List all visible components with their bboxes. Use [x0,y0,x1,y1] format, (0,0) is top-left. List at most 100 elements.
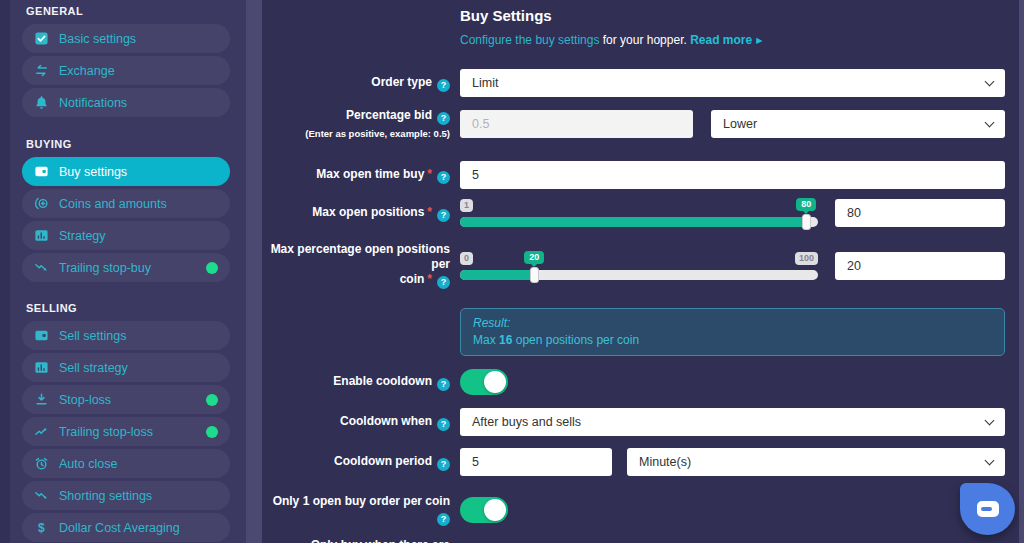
page-title: Buy Settings [460,6,1019,26]
sidebar-scrollbar[interactable] [246,0,262,543]
chevron-down-icon [985,117,995,127]
result-row: Result: Max 16 open positions per coin [262,308,1019,356]
max-pct-open-positions-row: Max percentage open positions per coin*?… [262,242,1019,289]
slider-min-badge: 1 [460,199,473,212]
exchange-arrows-icon [34,63,49,78]
max-pct-open-positions-slider[interactable]: 0 100 20 [460,252,818,280]
cooldown-period-row: Cooldown period? Minute(s) [262,448,1019,476]
max-open-positions-input[interactable] [835,199,1005,227]
cooldown-when-value: After buys and sells [472,415,581,429]
slider-track[interactable] [460,270,818,280]
help-icon[interactable]: ? [437,276,450,289]
checkbox-icon [34,31,49,46]
sidebar-item-label: Trailing stop-buy [59,261,151,275]
sidebar-item-buy-settings[interactable]: Buy settings [22,157,230,186]
sidebar-item-basic-settings[interactable]: Basic settings [22,24,230,53]
only-one-order-toggle[interactable] [460,497,508,523]
only-positive-pairs-row: Only buy when there are positive pairs? [262,538,1019,543]
cooldown-period-input[interactable] [460,448,612,476]
max-open-positions-slider[interactable]: 1 80 [460,199,818,227]
sidebar-item-label: Dollar Cost Averaging [59,521,180,535]
max-open-time-buy-input[interactable] [460,161,1005,189]
chat-launcher-button[interactable] [960,483,1015,535]
percentage-bid-input[interactable] [460,110,693,138]
status-dot [206,262,218,274]
slider-track[interactable] [460,217,818,227]
only-positive-pairs-label: Only buy when there are positive pairs? [262,538,460,543]
help-icon[interactable]: ? [437,209,450,222]
help-icon[interactable]: ? [437,171,450,184]
sidebar-item-label: Buy settings [59,165,127,179]
help-icon[interactable]: ? [437,513,450,526]
sidebar-item-exchange[interactable]: Exchange [22,56,230,85]
help-icon[interactable]: ? [437,378,450,391]
order-type-value: Limit [472,76,498,90]
sidebar-item-stop-loss[interactable]: Stop-loss [22,385,230,414]
slider-value-badge: 20 [524,251,544,264]
read-more-link[interactable]: Read more [690,33,752,47]
sidebar-item-notifications[interactable]: Notifications [22,88,230,117]
status-dot [206,426,218,438]
slider-handle[interactable] [530,267,539,283]
sidebar-item-label: Auto close [59,457,117,471]
sidebar-item-strategy[interactable]: Strategy [22,221,230,250]
sidebar-item-label: Shorting settings [59,489,152,503]
sidebar-item-label: Sell settings [59,329,126,343]
result-value: 16 [499,333,512,347]
help-icon[interactable]: ? [437,418,450,431]
only-one-order-label: Only 1 open buy order per coin? [262,494,460,526]
chevron-down-icon [985,77,995,87]
help-icon[interactable]: ? [437,112,450,125]
slider-handle[interactable] [802,214,811,230]
sidebar-item-dollar-cost-averaging[interactable]: $ Dollar Cost Averaging [22,513,230,542]
cooldown-when-select[interactable]: After buys and sells [460,408,1005,436]
required-marker: * [427,272,432,286]
sidebar-item-coins-and-amounts[interactable]: Coins and amounts [22,189,230,218]
sidebar-item-label: Stop-loss [59,393,111,407]
help-icon[interactable]: ? [437,458,450,471]
slider-max-badge: 100 [795,252,818,265]
cooldown-when-row: Cooldown when? After buys and sells [262,408,1019,436]
slider-value-badge: 80 [796,198,816,211]
percentage-bid-label: Percentage bid? (Enter as positive, exam… [262,108,460,139]
order-type-label: Order type? [262,75,460,92]
sidebar-item-trailing-stop-buy[interactable]: Trailing stop-buy [22,253,230,282]
toggle-knob [484,499,506,521]
slider-fill [460,217,807,227]
help-icon[interactable]: ? [437,79,450,92]
chevron-down-icon [985,456,995,466]
sidebar-item-label: Strategy [59,229,106,243]
max-pct-open-positions-input[interactable] [835,252,1005,280]
max-open-positions-label: Max open positions*? [262,205,460,222]
order-type-row: Order type? Limit [262,69,1019,97]
buy-settings-panel: Buy Settings Configure the buy settings … [262,0,1019,543]
cooldown-when-label: Cooldown when? [262,414,460,431]
max-open-time-buy-row: Max open time buy*? [262,161,1019,189]
sidebar-item-sell-strategy[interactable]: Sell strategy [22,353,230,382]
max-pct-open-positions-label: Max percentage open positions per coin*? [262,242,460,289]
percentage-bid-direction-value: Lower [723,117,757,131]
sidebar-section-selling: SELLING [26,301,246,315]
status-dot [206,394,218,406]
sidebar-item-label: Exchange [59,64,115,78]
max-open-positions-row: Max open positions*? 1 80 [262,199,1019,227]
percentage-bid-direction-select[interactable]: Lower [711,110,1005,138]
enable-cooldown-toggle[interactable] [460,369,508,395]
bell-icon [34,95,49,110]
alarm-clock-icon [34,456,49,471]
sidebar-item-shorting-settings[interactable]: Shorting settings [22,481,230,510]
trend-up-icon [34,424,49,439]
order-type-select[interactable]: Limit [460,69,1005,97]
sidebar-item-label: Trailing stop-loss [59,425,153,439]
sidebar-item-trailing-stop-loss[interactable]: Trailing stop-loss [22,417,230,446]
sidebar: GENERAL Basic settings Exchange Notifica… [0,0,246,543]
page-scrollbar[interactable] [1019,0,1024,543]
sidebar-section-general: GENERAL [26,4,246,18]
sidebar-item-auto-close[interactable]: Auto close [22,449,230,478]
sidebar-item-sell-settings[interactable]: Sell settings [22,321,230,350]
cooldown-period-unit-select[interactable]: Minute(s) [627,448,1005,476]
subtitle-plain: for your hopper. [599,33,690,47]
svg-text:$: $ [38,521,45,535]
enable-cooldown-label: Enable cooldown? [262,374,460,391]
sidebar-edge-strip [0,0,10,543]
